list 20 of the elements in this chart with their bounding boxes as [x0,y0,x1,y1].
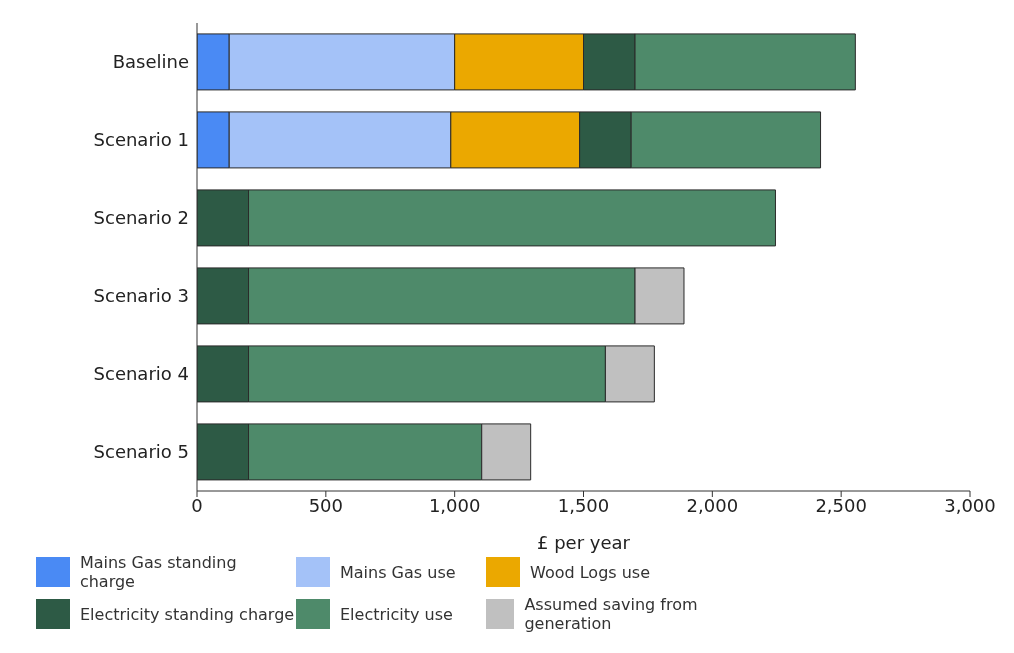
x-tick-label: 2,500 [815,494,867,516]
y-tick-label: Scenario 4 [93,363,189,385]
x-tick-label: 3,000 [944,494,996,516]
x-axis-title: £ per year [537,532,631,553]
legend-label: Electricity use [340,604,453,624]
legend-label: Assumed saving from generation [524,595,699,633]
y-tick-label: Scenario 3 [93,285,189,307]
legend-label: Mains Gas use [340,562,456,582]
x-tick-label: 0 [191,494,203,516]
y-tick-label: Baseline [112,51,189,73]
x-tick-label: 2,000 [686,494,739,516]
y-tick-label: Scenario 2 [93,207,189,229]
y-tick-label: Scenario 1 [93,129,189,151]
x-tick-label: 500 [308,494,344,516]
y-tick-label: Scenario 5 [93,441,189,463]
x-tick-label: 1,000 [428,494,481,516]
x-tick-label: 1,500 [557,494,610,516]
legend-label: Mains Gas standing charge [79,553,238,591]
legend-label: Wood Logs use [530,562,651,582]
legend-label: Electricity standing charge [80,604,295,624]
